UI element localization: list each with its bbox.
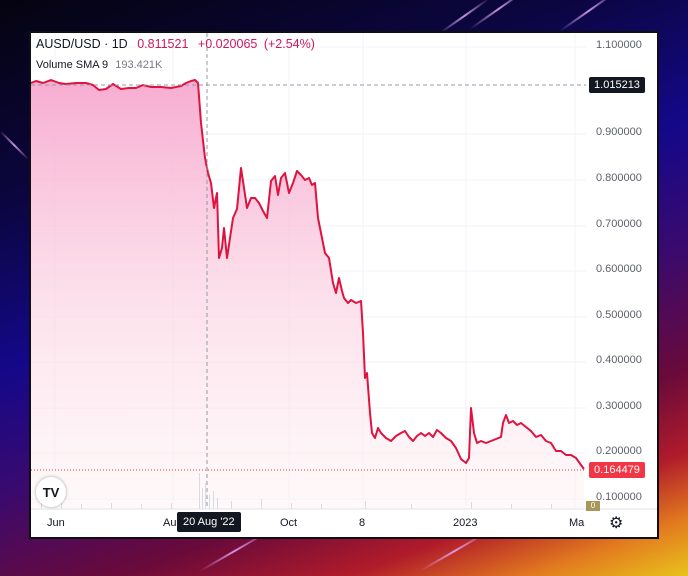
price-area — [31, 80, 584, 509]
current-price-tag: 0.164479 — [589, 462, 645, 478]
crosshair-price-tag: 1.015213 — [589, 77, 645, 93]
volume-bars — [41, 473, 552, 509]
chart-panel[interactable]: AUSD/USD · 1D 0.811521 +0.020065 (+2.54%… — [29, 31, 659, 539]
time-tick: Ma — [569, 517, 585, 529]
price-tick: 0.200000 — [596, 445, 642, 457]
volume-legend[interactable]: Volume SMA 9 193.421K — [36, 59, 162, 71]
price-chart[interactable] — [31, 33, 657, 537]
price-tick: 0.900000 — [596, 126, 642, 138]
price-tick: 0.300000 — [596, 400, 642, 412]
last-price: 0.811521 — [137, 37, 189, 51]
time-tick: Oct — [280, 517, 298, 529]
volume-value: 193.421K — [115, 59, 163, 71]
interval: 1D — [111, 37, 128, 51]
background-streak — [439, 0, 490, 34]
price-tick: 0.600000 — [596, 263, 642, 275]
price-tick: 0.400000 — [596, 354, 642, 366]
time-tick: 8 — [359, 517, 366, 529]
price-line — [31, 79, 585, 470]
separator: · — [104, 37, 109, 51]
crosshair-date-tag: 20 Aug '22 — [177, 512, 241, 532]
volume-label: Volume SMA 9 — [36, 59, 109, 71]
symbol-name: AUSD/USD — [36, 37, 101, 51]
background-streak — [559, 0, 618, 32]
background-streak — [0, 130, 29, 160]
gear-icon[interactable]: ⚙ — [609, 515, 624, 532]
symbol-legend[interactable]: AUSD/USD · 1D 0.811521 +0.020065 (+2.54%… — [36, 37, 315, 51]
price-change: +0.020065 — [197, 37, 258, 51]
time-tick: Jun — [47, 517, 65, 529]
time-tick: 2023 — [453, 517, 478, 529]
price-tick: 1.100000 — [596, 39, 642, 51]
price-tick: 0.500000 — [596, 309, 642, 321]
price-change-pct: (+2.54%) — [263, 37, 315, 51]
price-tick: 0.700000 — [596, 218, 642, 230]
price-tick: 0.800000 — [596, 172, 642, 184]
price-tick: 0.100000 — [596, 491, 642, 503]
volume-tag: 0 — [586, 501, 600, 511]
tradingview-logo-icon[interactable]: TV — [36, 477, 66, 507]
